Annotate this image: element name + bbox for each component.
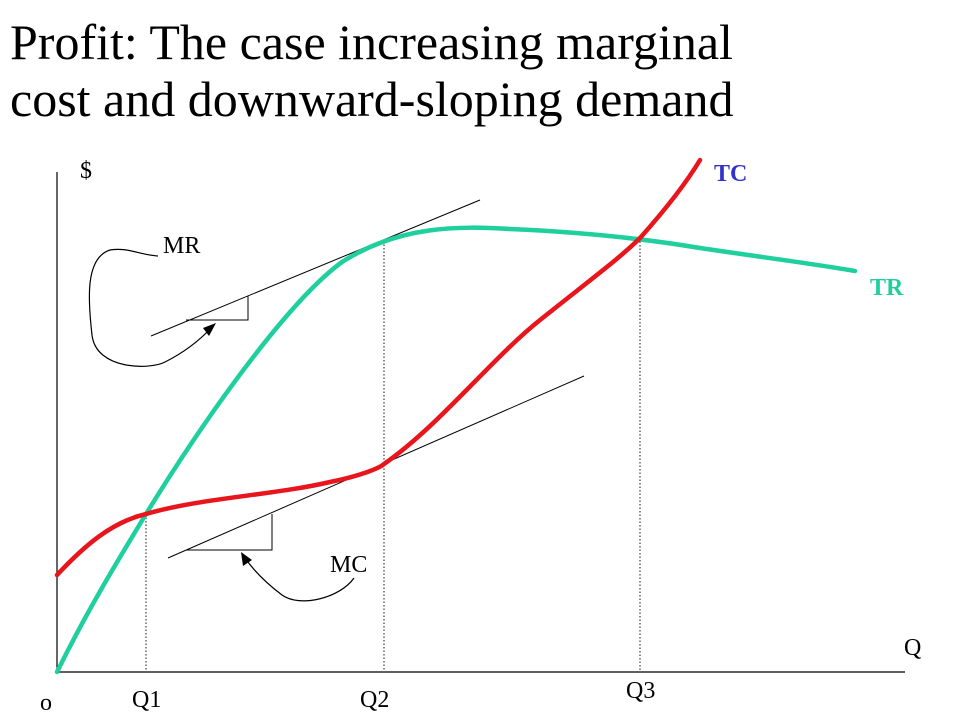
page-title: Profit: The case increasing marginal cos… [10, 14, 950, 128]
q1-label: Q1 [132, 687, 161, 713]
mr-bracket-arrow [88, 248, 213, 367]
mc-arrowhead [241, 552, 252, 566]
x-axis-label: Q [904, 635, 921, 661]
y-axis-label: $ [80, 158, 92, 184]
tc-curve [54, 157, 703, 578]
mr-label: MR [163, 233, 200, 259]
mr-tangent-line [150, 199, 481, 337]
q3-label: Q3 [626, 678, 655, 704]
mc-slope-triangle [186, 514, 273, 551]
title-line-1: Profit: The case increasing marginal [10, 14, 733, 70]
q2-label: Q2 [360, 687, 389, 713]
mc-label: MC [330, 552, 367, 578]
mr-slope-triangle [186, 296, 249, 321]
tr-curve [54, 225, 858, 675]
origin-label: o [40, 690, 52, 716]
title-line-2: cost and downward-sloping demand [10, 71, 734, 127]
tc-label: TC [714, 161, 747, 187]
tr-label: TR [870, 275, 904, 301]
mr-arrowhead [203, 323, 216, 336]
mc-pointer-arrow [244, 557, 355, 602]
